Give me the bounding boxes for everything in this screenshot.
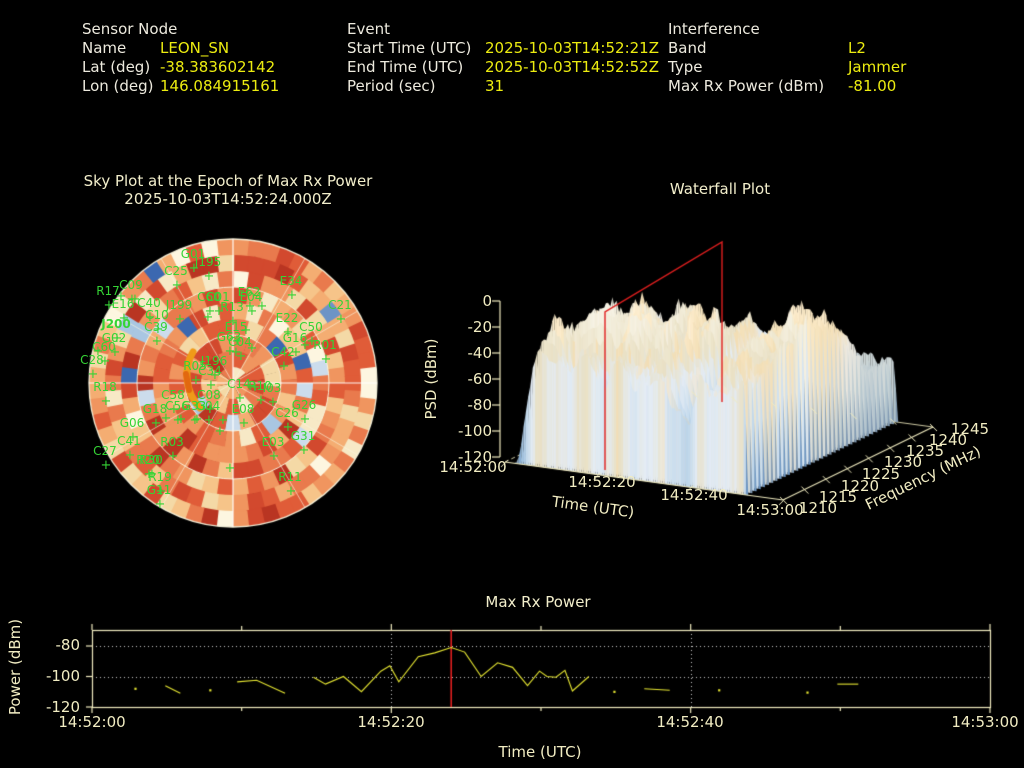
interference-type-value: Jammer <box>848 58 907 76</box>
sensor-lat-value: -38.383602142 <box>160 58 276 76</box>
sensor-name-value: LEON_SN <box>160 39 230 57</box>
waterfall-z-tick--20: -20 <box>467 318 493 336</box>
waterfall-freq-tick-1235: 1235 <box>905 442 945 460</box>
sensor-lon-value: 146.084915161 <box>160 77 280 95</box>
event-start-value: 2025-10-03T14:52:21Z <box>485 39 659 57</box>
interference-maxpower-value: -81.00 <box>848 77 897 95</box>
waterfall-z-tick--100: -100 <box>457 422 492 440</box>
waterfall-freq-tick-1230: 1230 <box>883 453 923 471</box>
interference-panel: Interference Band L2 Type Jammer Max Rx … <box>668 20 906 96</box>
waterfall-z-tick--40: -40 <box>467 344 493 362</box>
waterfall-freq-tick-1225: 1225 <box>861 465 901 483</box>
sky-plot-canvas <box>50 220 420 540</box>
waterfall-freq-tick-1215: 1215 <box>818 488 858 506</box>
event-row-period: Period (sec) 31 <box>347 77 505 95</box>
timeseries-y-tick--120: -120 <box>45 698 80 716</box>
sensor-node-title: Sensor Node <box>82 20 178 38</box>
waterfall-freq-tick-1210: 1210 <box>798 499 838 517</box>
waterfall-z-tick--80: -80 <box>467 396 493 414</box>
timeseries-x-tick-14:52:40: 14:52:40 <box>656 713 724 731</box>
interference-row-type: Type Jammer <box>668 58 907 76</box>
waterfall-z-tick--60: -60 <box>467 370 493 388</box>
event-row-start: Start Time (UTC) 2025-10-03T14:52:21Z <box>347 39 659 57</box>
event-row-end: End Time (UTC) 2025-10-03T14:52:52Z <box>347 58 659 76</box>
waterfall-z-tick-0: 0 <box>482 292 492 310</box>
waterfall-time-tick-14:52:20: 14:52:20 <box>568 473 636 491</box>
waterfall-z-tick--120: -120 <box>457 448 492 466</box>
interference-row-maxpower: Max Rx Power (dBm) -81.00 <box>668 77 897 95</box>
waterfall-canvas <box>420 230 1020 530</box>
waterfall-freq-tick-1240: 1240 <box>928 431 968 449</box>
interference-title: Interference <box>668 20 760 38</box>
waterfall-time-tick-14:52:40: 14:52:40 <box>660 486 728 504</box>
sensor-row-lon: Lon (deg) 146.084915161 <box>82 77 280 95</box>
event-panel: Event Start Time (UTC) 2025-10-03T14:52:… <box>347 20 659 96</box>
timeseries-x-tick-14:52:20: 14:52:20 <box>357 713 425 731</box>
waterfall-time-tick-14:53:00: 14:53:00 <box>736 501 804 519</box>
sensor-row-lat: Lat (deg) -38.383602142 <box>82 58 276 76</box>
timeseries-y-tick--100: -100 <box>45 667 80 685</box>
event-end-value: 2025-10-03T14:52:52Z <box>485 58 659 76</box>
event-period-value: 31 <box>485 77 505 95</box>
timeseries-x-tick-14:53:00: 14:53:00 <box>951 713 1019 731</box>
sensor-node-panel: Sensor Node Name LEON_SN Lat (deg) -38.3… <box>82 20 279 96</box>
sky-plot-epoch: 2025-10-03T14:52:24.000Z <box>124 190 332 208</box>
waterfall-freq-tick-1220: 1220 <box>840 477 880 495</box>
sky-plot-title: Sky Plot at the Epoch of Max Rx Power <box>83 172 373 190</box>
interference-row-band: Band L2 <box>668 39 866 57</box>
waterfall-time-tick-14:52:00: 14:52:00 <box>439 458 507 476</box>
waterfall-title: Waterfall Plot <box>669 180 771 198</box>
timeseries-x-axis-label: Time (UTC) <box>498 743 582 761</box>
interference-band-value: L2 <box>848 39 866 57</box>
event-title: Event <box>347 20 390 38</box>
timeseries-x-tick-14:52:00: 14:52:00 <box>58 713 126 731</box>
waterfall-freq-tick-1245: 1245 <box>950 420 990 438</box>
sensor-row-name: Name LEON_SN <box>82 39 230 57</box>
timeseries-canvas <box>0 585 1024 725</box>
timeseries-y-tick--80: -80 <box>55 636 81 654</box>
